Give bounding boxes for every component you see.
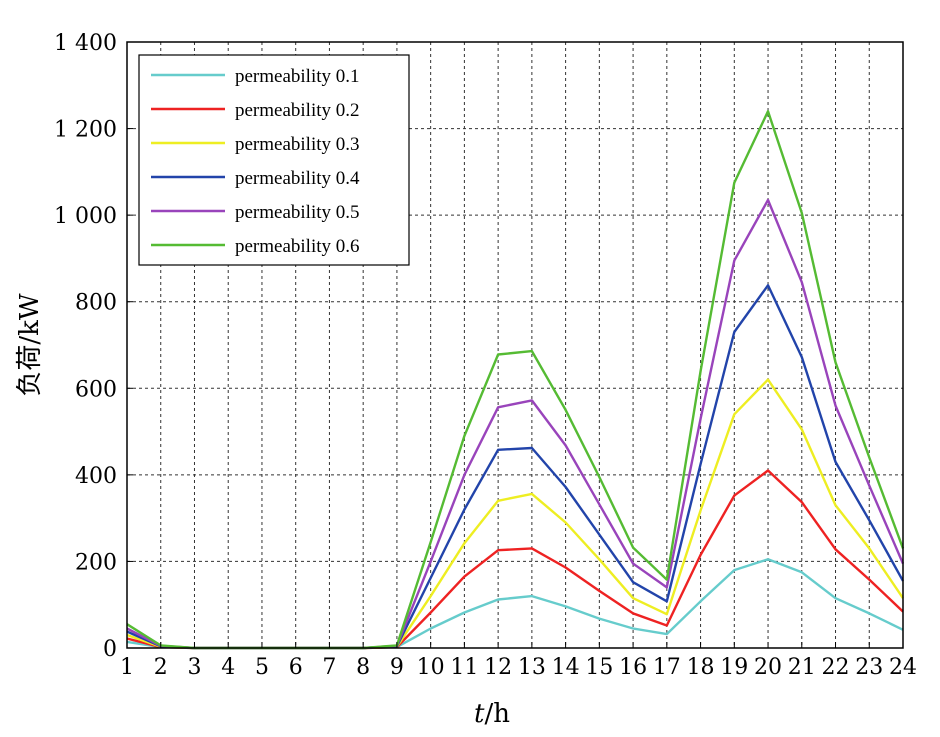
x-tick-label: 11: [450, 655, 478, 680]
y-tick-label: 1 000: [54, 204, 117, 229]
y-tick-label: 1 400: [54, 31, 117, 56]
x-tick-label: 14: [552, 655, 580, 680]
x-tick-label: 18: [687, 655, 715, 680]
x-axis-title: t/h: [474, 699, 510, 729]
x-tick-label: 17: [653, 655, 681, 680]
x-axis-title-variable: t: [474, 699, 485, 729]
y-axis-title: 负荷/kW: [15, 293, 45, 397]
x-tick-label: 1: [120, 655, 134, 680]
legend-label-4: permeability 0.4: [235, 168, 360, 189]
x-tick-label: 7: [322, 655, 336, 680]
y-tick-label: 600: [75, 377, 117, 402]
plot-frame: [126, 41, 904, 649]
x-tick-label: 12: [484, 655, 512, 680]
x-tick-label: 16: [619, 655, 647, 680]
y-tick-label: 200: [75, 550, 117, 575]
y-tick-label: 1 200: [54, 118, 117, 143]
grid: [127, 42, 903, 648]
x-tick-label: 10: [417, 655, 445, 680]
legend: permeability 0.1 permeability 0.2 permeabi…: [138, 54, 410, 266]
x-tick-label: 3: [187, 655, 201, 680]
x-tick-label: 15: [585, 655, 613, 680]
legend-label-1: permeability 0.1: [235, 66, 360, 87]
x-tick-label: 5: [255, 655, 269, 680]
y-tick-label: 800: [75, 291, 117, 316]
x-tick-label: 23: [855, 655, 883, 680]
y-tick-label: 0: [103, 637, 117, 662]
x-tick-label: 21: [788, 655, 816, 680]
x-tick-label: 9: [390, 655, 404, 680]
x-tick-label: 20: [754, 655, 782, 680]
series-line-5: [126, 198, 905, 650]
x-tick-label: 6: [289, 655, 303, 680]
series-line-1: [126, 558, 904, 650]
x-tick-label: 13: [518, 655, 546, 680]
x-axis-title-unit: /h: [484, 699, 510, 729]
legend-label-6: permeability 0.6: [235, 236, 360, 257]
x-tick-label: 22: [822, 655, 850, 680]
x-tick-label: 8: [356, 655, 370, 680]
series-line-3: [126, 378, 904, 650]
x-tick-label: 4: [221, 655, 235, 680]
x-tick-label: 19: [720, 655, 748, 680]
legend-label-5: permeability 0.5: [235, 202, 360, 223]
series-line-4: [126, 284, 905, 650]
x-tick-label: 2: [154, 655, 168, 680]
legend-box: [138, 54, 410, 266]
x-tick-label: 24: [889, 655, 917, 680]
ticks: 1 2 3 4 5 6 7 8 9 10 11 12 13 14 15 16 17 18 19 20 21 22 23 240…: [54, 31, 917, 680]
y-tick-label: 400: [75, 464, 117, 489]
legend-label-3: permeability 0.3: [235, 134, 360, 155]
legend-label-2: permeability 0.2: [235, 100, 360, 121]
